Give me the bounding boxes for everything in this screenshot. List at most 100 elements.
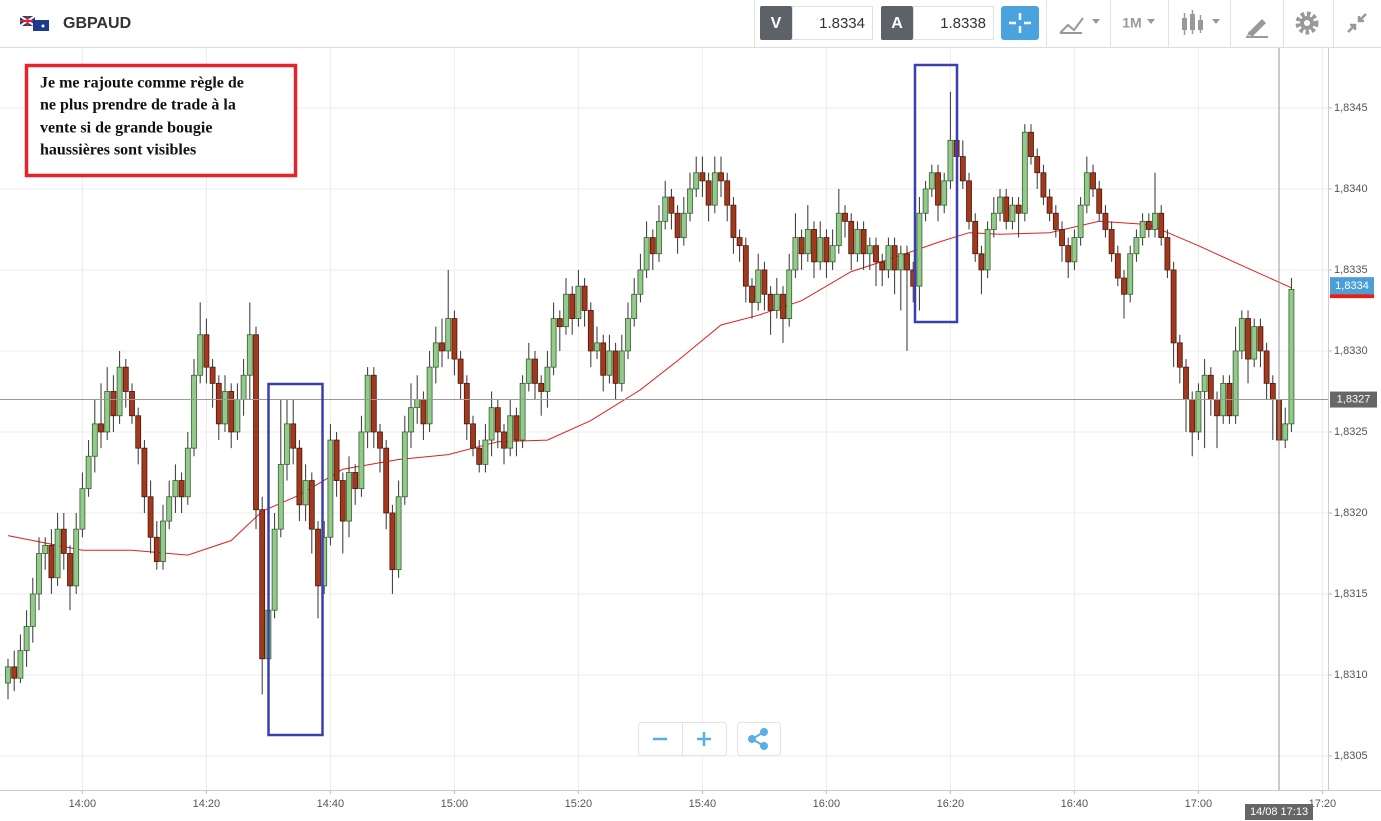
candle-body [711, 172, 718, 206]
flag-icon [19, 15, 49, 31]
timeframe-caret[interactable] [1147, 19, 1155, 24]
candle-body [1201, 374, 1208, 392]
candle-body [1090, 172, 1096, 190]
candle-body [842, 212, 848, 222]
candle-body [724, 180, 731, 206]
candle-body [618, 350, 625, 384]
annotation-line: ne plus prendre de trade à la [40, 97, 236, 114]
candle-body [643, 237, 650, 271]
settings-button[interactable] [1295, 11, 1319, 35]
sell-label[interactable]: V [771, 15, 782, 32]
crosshair-button[interactable] [1001, 6, 1039, 40]
candle-body [525, 358, 532, 384]
candle-body [718, 172, 724, 182]
buy-label[interactable]: A [891, 15, 903, 32]
candle-body [581, 285, 588, 311]
buy-price[interactable]: 1.8338 [940, 15, 986, 32]
candle-body [1269, 382, 1276, 400]
candle-body [277, 463, 284, 530]
draw-button[interactable] [1246, 19, 1268, 38]
candle-body [408, 407, 414, 433]
candle-body [1158, 212, 1165, 238]
sell-price-box[interactable] [792, 6, 873, 40]
candle-body [439, 342, 445, 352]
candle-body [494, 407, 501, 433]
candle-body [885, 245, 892, 271]
candle-style-button[interactable] [1182, 10, 1220, 35]
candle-body [370, 374, 377, 433]
y-tick-label: 1,8310 [1334, 669, 1368, 681]
zoom-in-button[interactable] [697, 732, 711, 746]
candle-body [1065, 245, 1072, 263]
candle-body [222, 391, 228, 425]
candle-body [1251, 326, 1258, 360]
candle-body [122, 366, 129, 392]
candle-body [296, 447, 303, 506]
candle-body [1052, 212, 1059, 230]
buy-button[interactable] [881, 6, 913, 40]
candle-body [23, 625, 30, 652]
chart-type-button[interactable] [1059, 17, 1100, 34]
candle-body [1096, 188, 1103, 214]
sell-price[interactable]: 1.8334 [819, 15, 865, 32]
candle-body [1003, 196, 1010, 222]
candle-body [54, 528, 61, 579]
crosshair-price-box [1330, 391, 1377, 408]
candle-body [160, 520, 166, 562]
x-tick-label: 15:00 [441, 798, 469, 810]
annotation-box [24, 63, 298, 178]
candle-body [600, 342, 607, 376]
candle-body [1015, 204, 1022, 214]
candle-body [184, 447, 191, 498]
candle-body [563, 293, 569, 328]
candle-body [457, 358, 464, 384]
candle-body [352, 472, 359, 490]
candle-body [383, 447, 390, 514]
sell-button[interactable] [760, 6, 792, 40]
plot-area: 1,8305 1,8310 1,8315 1,8320 1,8325 1,8330 1,83… [0, 48, 1381, 820]
candle-body [935, 172, 941, 206]
candle-body [1108, 229, 1115, 255]
candle-body [253, 334, 259, 511]
share-button[interactable] [748, 728, 768, 750]
candle-body [532, 358, 538, 384]
candle-body [271, 528, 278, 611]
candle-body [377, 431, 383, 449]
collapse-button[interactable] [1347, 13, 1367, 33]
candle-body [364, 374, 371, 433]
candle-body [17, 650, 24, 679]
candle-body [91, 423, 98, 457]
candle-body [1183, 366, 1189, 400]
candle-body [736, 237, 743, 247]
candle-body [315, 528, 321, 587]
candle-body [11, 666, 18, 679]
candle-body [135, 415, 142, 449]
candle-body [73, 528, 80, 587]
crosshair-price-label: 1,8327 [1337, 393, 1371, 405]
candle-body [67, 553, 73, 587]
candle-body [401, 431, 408, 498]
candle-body [203, 334, 210, 368]
buy-price-box[interactable] [913, 6, 994, 40]
x-tick-label: 17:00 [1185, 798, 1213, 810]
x-tick-label: 15:20 [565, 798, 593, 810]
candle-body [1114, 253, 1121, 279]
candle-body [432, 342, 439, 368]
candle-body [829, 245, 836, 263]
candle-body [631, 293, 638, 319]
candle-body [966, 180, 972, 222]
candle-body [550, 318, 557, 368]
candle-body [1282, 423, 1289, 441]
symbol: GBPAUD [63, 15, 131, 32]
candle-body [463, 382, 470, 425]
candle-body [284, 423, 290, 465]
x-tick-label: 14:20 [193, 798, 221, 810]
candle-body [860, 229, 867, 255]
candle-body [854, 229, 861, 255]
candle-body [1232, 350, 1239, 417]
candle-body [972, 220, 979, 255]
timeframe[interactable]: 1M [1122, 15, 1141, 31]
crosshair-time-box [1245, 804, 1314, 820]
y-tick-label: 1,8330 [1334, 345, 1368, 357]
candle-body [507, 415, 514, 449]
